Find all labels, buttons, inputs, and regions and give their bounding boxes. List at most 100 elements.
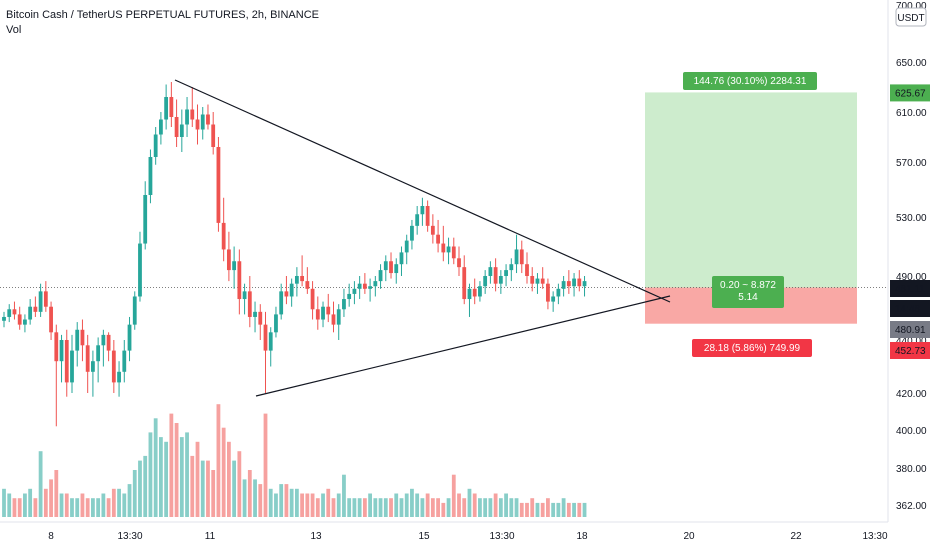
- candle-body: [294, 276, 299, 284]
- candle-body: [2, 316, 6, 321]
- volume-bar: [556, 502, 561, 517]
- volume-bar: [54, 470, 59, 517]
- price-axis[interactable]: 650.00 610.00 570.00 530.00 490.00 440.00 420.…: [887, 0, 930, 522]
- price-tick-label-top: 700.00: [896, 1, 927, 12]
- volume-bar: [237, 451, 242, 517]
- volume-bar: [509, 498, 514, 517]
- candle-body: [410, 225, 414, 241]
- volume-bar: [483, 498, 488, 517]
- volume-bar: [159, 437, 163, 517]
- volume-bars: [2, 404, 587, 517]
- volume-bar: [530, 498, 535, 517]
- candle-body: [441, 243, 446, 253]
- candle-body: [101, 334, 106, 346]
- position-info-label-text: 5.14: [738, 292, 758, 303]
- volume-bar: [446, 498, 451, 517]
- candle-body: [127, 324, 132, 351]
- volume-bar: [540, 502, 545, 517]
- candle-body: [373, 281, 378, 287]
- price-tick-label: 380.00: [896, 464, 927, 475]
- volume-bar: [410, 488, 414, 517]
- volume-bar: [425, 493, 430, 517]
- candle-body: [138, 243, 142, 297]
- volume-bar: [23, 493, 27, 517]
- candle-body: [321, 306, 325, 320]
- volume-bar: [85, 498, 90, 517]
- price-tick-label: 440.00: [896, 336, 927, 347]
- volume-bar: [373, 498, 378, 517]
- candle-body: [446, 246, 451, 253]
- time-tick-label: 13:30: [862, 531, 887, 542]
- volume-bar: [195, 441, 200, 517]
- volume-bar: [80, 493, 85, 517]
- candle-body: [221, 222, 226, 250]
- volume-bar: [514, 498, 519, 517]
- volume-bar: [179, 437, 184, 517]
- profit-label-bg: [683, 72, 817, 90]
- volume-bar: [232, 460, 237, 517]
- volume-bar: [138, 460, 142, 517]
- time-axis[interactable]: 8 13:30 11 13 15 13:30 18 20 22 13:30: [0, 521, 888, 542]
- candle-body: [504, 270, 508, 276]
- candle-body: [190, 109, 195, 120]
- ascending-trendline[interactable]: [255, 295, 671, 397]
- volume-legend: Vol: [6, 24, 22, 36]
- loss-label[interactable]: 28.18 (5.86%) 749.99: [692, 339, 812, 357]
- position-info-label-bg: [712, 276, 784, 308]
- candle-body: [258, 311, 263, 325]
- loss-label-bg: [692, 339, 812, 357]
- volume-bar: [378, 498, 383, 517]
- candle-body: [164, 97, 169, 120]
- candle-body: [148, 157, 153, 195]
- time-tick-label: 13: [310, 531, 322, 542]
- profit-label[interactable]: 144.76 (30.10%) 2284.31: [683, 72, 817, 90]
- candle-body: [132, 296, 137, 325]
- candle-body: [289, 283, 294, 297]
- candle-body: [279, 291, 284, 315]
- candle-body: [179, 124, 184, 137]
- candle-body: [143, 195, 148, 244]
- volume-bar: [59, 493, 64, 517]
- volume-bar: [462, 498, 467, 517]
- candle-body: [347, 293, 352, 300]
- volume-bar: [451, 474, 456, 517]
- volume-bar: [200, 460, 205, 517]
- candle-body: [451, 246, 456, 259]
- profit-zone[interactable]: [645, 92, 857, 288]
- candle-body: [268, 332, 273, 351]
- price-tick-label: 400.00: [896, 426, 927, 437]
- currency-button[interactable]: USDT: [895, 7, 927, 27]
- target-price-tag: 625.67: [895, 88, 926, 99]
- candle-body: [399, 252, 404, 265]
- volume-bar: [263, 413, 268, 517]
- candle-body: [546, 283, 550, 302]
- volume-bar: [300, 493, 305, 517]
- volume-bar: [247, 470, 252, 517]
- candle-body: [331, 314, 336, 325]
- candle-body: [43, 291, 48, 307]
- candle-body: [226, 249, 231, 271]
- volume-bar: [12, 498, 17, 517]
- volume-bar: [274, 493, 278, 517]
- time-tick-label: 18: [576, 531, 588, 542]
- candle-body: [420, 206, 425, 215]
- stop-price-tag: 452.73: [895, 346, 926, 357]
- symbol-title: Bitcoin Cash / TetherUS PERPETUAL FUTURE…: [6, 9, 319, 21]
- volume-bar: [535, 502, 540, 517]
- volume-bar: [321, 493, 325, 517]
- volume-bar: [258, 484, 263, 517]
- descending-trendline[interactable]: [174, 79, 671, 303]
- volume-bar: [394, 493, 399, 517]
- volume-bar: [326, 488, 331, 517]
- candle-body: [462, 267, 467, 300]
- profit-label-text: 144.76 (30.10%) 2284.31: [694, 76, 807, 87]
- volume-bar: [546, 498, 550, 517]
- volume-bar: [519, 502, 524, 517]
- volume-bar: [64, 493, 69, 517]
- candle-body: [430, 225, 435, 235]
- volume-bar: [174, 423, 179, 517]
- candle-body: [519, 249, 524, 265]
- candle-body: [535, 278, 540, 284]
